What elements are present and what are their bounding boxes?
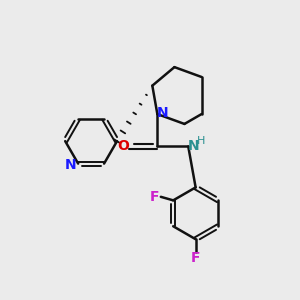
Text: N: N	[157, 106, 169, 120]
Text: H: H	[197, 136, 206, 146]
Text: N: N	[188, 140, 200, 154]
Text: O: O	[117, 140, 129, 154]
Text: N: N	[65, 158, 76, 172]
Text: F: F	[191, 251, 200, 265]
Text: F: F	[150, 190, 159, 204]
